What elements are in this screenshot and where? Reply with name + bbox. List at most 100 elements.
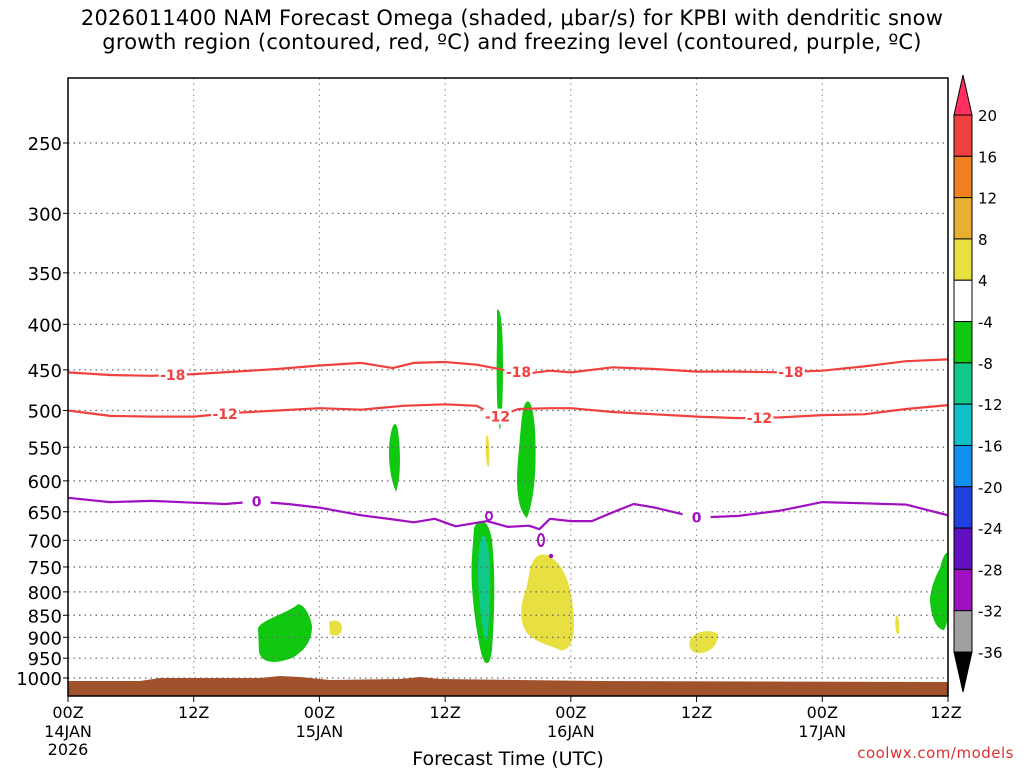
x-tick-label-2: 00Z — [304, 703, 335, 722]
y-tick-label-400: 400 — [28, 315, 62, 336]
y-tick-label-1000: 1000 — [16, 669, 62, 690]
colorbar-swatch-2 — [953, 197, 973, 240]
credit-link[interactable]: coolwx.com/models — [857, 744, 1014, 762]
y-tick-label-700: 700 — [28, 531, 62, 552]
colorbar-label-7: -12 — [978, 396, 1003, 414]
x-axis-label: Forecast Time (UTC) — [412, 748, 603, 768]
contour-label-bg-1-0 — [211, 405, 240, 422]
y-tick-label-350: 350 — [28, 264, 62, 285]
colorbar-label-0: 20 — [978, 107, 997, 125]
colorbar-label-2: 12 — [978, 190, 997, 208]
chart-title: 2026011400 NAM Forecast Omega (shaded, μ… — [0, 6, 1024, 54]
x-tick-label-5: 12Z — [681, 703, 712, 722]
contour-label-bg-0-2 — [776, 363, 805, 380]
x-tick-date-0: 14JAN — [44, 722, 92, 741]
colorbar-swatch-10 — [953, 527, 973, 570]
contour-label-1-2: -12 — [747, 411, 772, 427]
y-tick-label-250: 250 — [28, 134, 62, 155]
x-tick-date-4: 16JAN — [547, 722, 595, 741]
colorbar-swatch-6 — [953, 362, 973, 405]
grid-layer — [68, 78, 948, 696]
contour-label-bg-1-1 — [483, 408, 512, 425]
colorbar: 20 16 12 8 4 -4 -8 -12 -16 -20 -24 -28 -32 -36 — [953, 74, 1003, 693]
colorbar-label-3: 8 — [978, 231, 988, 249]
colorbar-label-8: -16 — [978, 437, 1003, 455]
y-tick-label-500: 500 — [28, 402, 62, 423]
colorbar-swatch-0 — [953, 114, 973, 157]
colorbar-label-6: -8 — [978, 355, 993, 373]
y-tick-label-300: 300 — [28, 204, 62, 225]
x-tick-date-6: 17JAN — [798, 722, 846, 741]
terrain-layer — [68, 676, 948, 696]
omega-region-yellow-2 — [689, 631, 718, 654]
contour-label-bg-1-2 — [745, 409, 774, 426]
contour-label-bg-2-0 — [242, 493, 271, 510]
x-tick-year-0: 2026 — [48, 740, 89, 759]
colorbar-swatch-9 — [953, 486, 973, 529]
y-tick-label-550: 550 — [28, 438, 62, 459]
x-tick-label-7: 12Z — [930, 703, 961, 722]
plot-frame — [67, 77, 949, 697]
colorbar-bottom-arrow — [953, 651, 973, 693]
colorbar-label-9: -20 — [978, 479, 1003, 497]
omega-region-green-1 — [258, 604, 312, 662]
omega-region-yellow-small-2 — [895, 615, 900, 635]
omega-region-green-3 — [517, 401, 536, 518]
chart-title-line1: 2026011400 NAM Forecast Omega (shaded, μ… — [80, 6, 944, 30]
contour-label-0-0: -18 — [160, 368, 185, 384]
chart-title-line2: growth region (contoured, red, ºC) and f… — [102, 30, 922, 54]
colorbar-swatch-4 — [953, 279, 973, 323]
omega-region-green-5 — [930, 553, 948, 630]
colorbar-swatch-7 — [953, 403, 973, 446]
contour-layer: -18 -18 -18 -12 -12 -12 0 0 — [68, 358, 948, 559]
x-tick-label-1: 12Z — [178, 703, 209, 722]
colorbar-label-5: -4 — [978, 314, 993, 332]
y-axis: 2503003504004505005506006507007508008509… — [16, 134, 68, 690]
y-tick-label-950: 950 — [28, 649, 62, 670]
y-tick-label-650: 650 — [28, 503, 62, 524]
colorbar-label-13: -36 — [978, 644, 1003, 662]
colorbar-swatch-8 — [953, 444, 973, 488]
contour-label-2-1: 0 — [692, 511, 702, 527]
colorbar-swatch-1 — [953, 155, 973, 199]
contour-label-2-0: 0 — [252, 495, 262, 511]
contour-label-1-0: -12 — [212, 407, 237, 423]
plot-border — [67, 77, 949, 697]
colorbar-label-12: -32 — [978, 603, 1003, 621]
colorbar-swatch-12 — [953, 610, 973, 653]
freezing-level-dot — [548, 553, 554, 559]
surface-terrain — [68, 676, 948, 696]
colorbar-label-11: -28 — [978, 561, 1003, 579]
x-tick-label-4: 00Z — [555, 703, 586, 722]
contour-label-0-1: -18 — [506, 365, 531, 381]
colorbar-top-arrow — [953, 74, 973, 116]
y-tick-label-450: 450 — [28, 361, 62, 382]
contour-line-2 — [68, 496, 948, 531]
y-tick-label-800: 800 — [28, 583, 62, 604]
colorbar-swatch-5 — [953, 321, 973, 364]
contour-label-bg-2-1 — [682, 509, 711, 526]
contour-label-bg-0-1 — [504, 363, 533, 380]
x-tick-date-2: 15JAN — [296, 722, 344, 741]
x-tick-label-0: 00Z — [52, 703, 83, 722]
y-tick-label-750: 750 — [28, 558, 62, 579]
y-tick-label-850: 850 — [28, 606, 62, 627]
freezing-level-closed-contour-2 — [485, 511, 493, 521]
x-tick-label-3: 12Z — [429, 703, 460, 722]
omega-region-yellow-1 — [521, 554, 574, 651]
omega-region-yellow-small-1 — [329, 620, 342, 636]
colorbar-swatch-11 — [953, 568, 973, 612]
y-tick-label-900: 900 — [28, 628, 62, 649]
colorbar-label-1: 16 — [978, 148, 997, 166]
colorbar-label-10: -24 — [978, 520, 1003, 538]
x-tick-label-6: 00Z — [807, 703, 838, 722]
contour-label-0-2: -18 — [778, 365, 803, 381]
omega-region-green-2 — [388, 423, 400, 492]
contour-label-bg-0-0 — [158, 366, 187, 383]
freezing-level-closed-contour — [537, 533, 545, 547]
y-tick-label-600: 600 — [28, 472, 62, 493]
contour-label-1-1: -12 — [485, 410, 510, 426]
colorbar-label-4: 4 — [978, 272, 988, 290]
